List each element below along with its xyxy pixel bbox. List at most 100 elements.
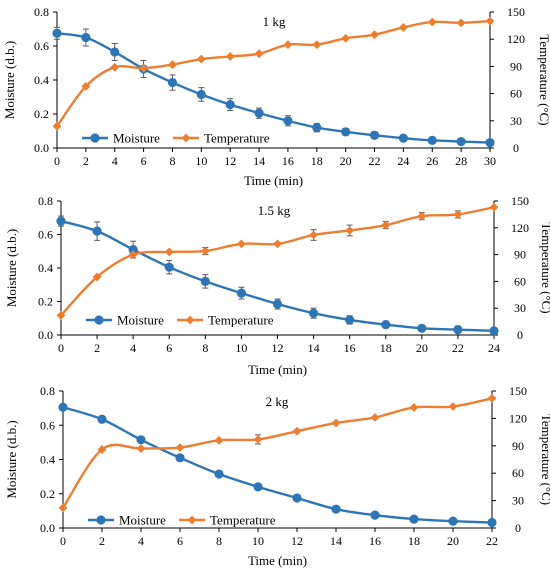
y-tick-label: 0.6 [40, 418, 55, 432]
y-tick-label: 0.0 [38, 328, 53, 342]
data-point [200, 276, 210, 286]
data-point [370, 510, 380, 520]
x-tick-label: 14 [253, 154, 265, 168]
y-tick-label: 0.2 [40, 487, 55, 501]
data-point [331, 418, 341, 428]
data-point [398, 133, 408, 143]
data-point [92, 272, 102, 282]
data-point [487, 517, 497, 528]
x-tick-label: 18 [408, 534, 420, 548]
y2-tick-label: 0 [513, 141, 519, 155]
data-point [139, 63, 148, 73]
y-tick-label: 0.2 [38, 295, 53, 309]
legend-marker [181, 133, 191, 143]
legend-label: Temperature [208, 313, 274, 328]
y-tick-label: 0.8 [40, 384, 55, 398]
data-point [196, 54, 206, 64]
legend: Moisture Temperature [88, 513, 276, 528]
data-point [81, 81, 91, 91]
y2-tick-label: 60 [514, 274, 526, 288]
data-point [273, 239, 282, 249]
data-point [164, 262, 174, 272]
y-tick-label: 0.6 [34, 39, 49, 53]
series-line [56, 19, 491, 127]
data-point [136, 444, 146, 453]
x-tick-label: 10 [235, 341, 247, 355]
moisture-series [52, 26, 495, 148]
legend-marker [94, 315, 104, 325]
y2-axis-title: Temperature (°C) [539, 222, 550, 313]
data-point [381, 320, 391, 330]
x-tick-label: 8 [202, 341, 208, 355]
y-axis-title: Moisture (d.b.) [4, 420, 19, 498]
x-tick-label: 24 [397, 154, 409, 168]
y2-tick-label: 0 [517, 328, 523, 342]
y2-axis-title: Temperature (°C) [539, 414, 550, 505]
moisture-series [56, 215, 499, 336]
x-tick-label: 0 [54, 154, 60, 168]
legend-label: Temperature [210, 513, 276, 528]
data-point [272, 299, 283, 309]
data-point [341, 33, 351, 43]
series-line [62, 406, 493, 524]
legend-marker [90, 133, 100, 143]
y2-tick-label: 150 [509, 384, 527, 398]
data-point [200, 246, 210, 256]
y2-tick-label: 120 [507, 32, 525, 46]
x-tick-label: 8 [216, 534, 222, 548]
y-tick-label: 0.8 [34, 5, 49, 19]
chart-panel-3: 0 2 4 6 8 10 12 14 16 18 20 22 0.0 0.2 0.4 0.6 0.8 0 30 60 9… [4, 384, 550, 568]
data-point [341, 127, 351, 137]
x-tick-label: 18 [311, 154, 323, 168]
data-point [312, 123, 322, 133]
y2-tick-label: 0 [515, 521, 521, 535]
data-point [128, 250, 138, 259]
legend-label: Moisture [113, 131, 160, 146]
data-point [308, 308, 319, 318]
y-axis-title: Moisture (d.b.) [2, 41, 17, 119]
panel-title: 1 kg [263, 14, 286, 29]
y-tick-label: 0.2 [34, 107, 49, 121]
panel-title: 1.5 kg [258, 203, 291, 218]
x-tick-label: 0 [58, 341, 64, 355]
data-point [309, 230, 318, 240]
data-point [136, 435, 146, 445]
data-point [254, 49, 264, 59]
moisture-series [58, 402, 497, 528]
x-tick-label: 20 [416, 341, 428, 355]
x-tick-label: 4 [130, 341, 136, 355]
y-tick-label: 0.4 [38, 261, 53, 275]
y2-tick-label: 150 [511, 194, 529, 208]
y2-tick-label: 30 [512, 494, 524, 508]
temperature-series [52, 16, 495, 131]
y2-tick-label: 120 [511, 221, 529, 235]
data-point [175, 453, 185, 463]
data-point [370, 30, 379, 40]
x-tick-label: 16 [282, 154, 294, 168]
x-tick-label: 12 [272, 341, 284, 355]
y2-axis-title: Temperature (°C) [537, 34, 550, 125]
x-tick-label: 16 [344, 341, 356, 355]
x-tick-label: 2 [83, 154, 89, 168]
y-axis-title: Moisture (d.b.) [4, 229, 19, 307]
series-line [56, 32, 491, 144]
legend-label: Moisture [117, 313, 164, 328]
x-tick-label: 2 [99, 534, 105, 548]
data-point [56, 310, 66, 320]
data-point [448, 402, 458, 411]
data-point [225, 52, 235, 61]
y2-tick-label: 90 [514, 248, 526, 262]
y-tick-label: 0.4 [40, 453, 55, 467]
data-point [214, 435, 224, 445]
x-tick-label: 28 [455, 154, 467, 168]
x-tick-label: 12 [291, 534, 303, 548]
x-tick-label: 14 [308, 341, 320, 355]
data-point [487, 393, 497, 403]
data-point [236, 288, 247, 298]
y2-tick-label: 120 [509, 411, 527, 425]
data-point [175, 443, 185, 453]
data-point [399, 23, 408, 32]
y2-tick-label: 30 [514, 301, 526, 315]
x-axis-title: Time (min) [248, 362, 307, 377]
x-tick-label: 20 [447, 534, 459, 548]
